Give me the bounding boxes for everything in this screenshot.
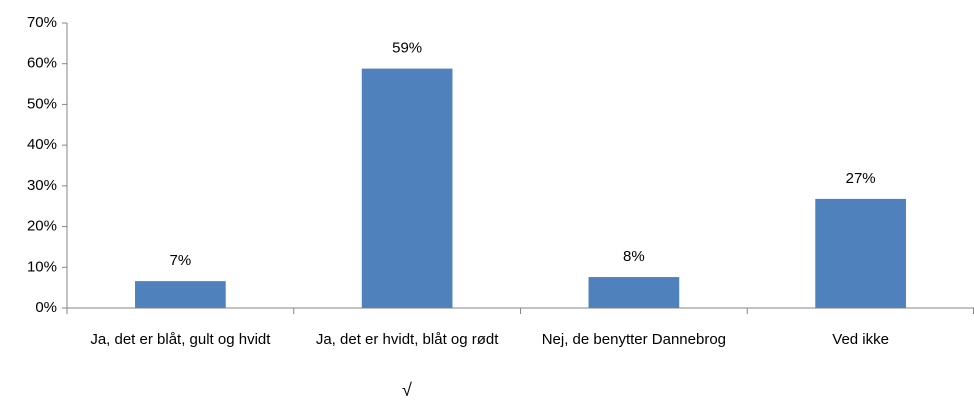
x-tick-label: Ja, det er blåt, gult og hvidt — [90, 331, 271, 348]
bar — [361, 68, 453, 308]
annotation: √ — [402, 380, 412, 400]
bar — [815, 198, 906, 308]
y-tick-label: 60% — [27, 55, 57, 72]
x-tick-label: Ved ikke — [832, 331, 889, 348]
y-tick-label: 30% — [27, 177, 57, 194]
x-tick-label: Nej, de benytter Dannebrog — [541, 331, 727, 348]
data-label: 7% — [170, 252, 192, 269]
data-label: 8% — [623, 248, 645, 265]
y-tick-label: 70% — [27, 14, 57, 31]
bar — [135, 281, 226, 308]
data-label: 27% — [846, 170, 876, 187]
data-label: 59% — [392, 40, 422, 57]
x-tick-label: Ja, det er hvidt, blåt og rødt — [315, 331, 499, 348]
y-tick-label: 10% — [27, 258, 57, 275]
y-tick-label: 0% — [35, 299, 57, 316]
y-tick-label: 20% — [27, 218, 57, 235]
bar — [588, 277, 680, 308]
y-tick-label: 50% — [27, 95, 57, 112]
y-tick-label: 40% — [27, 136, 57, 153]
